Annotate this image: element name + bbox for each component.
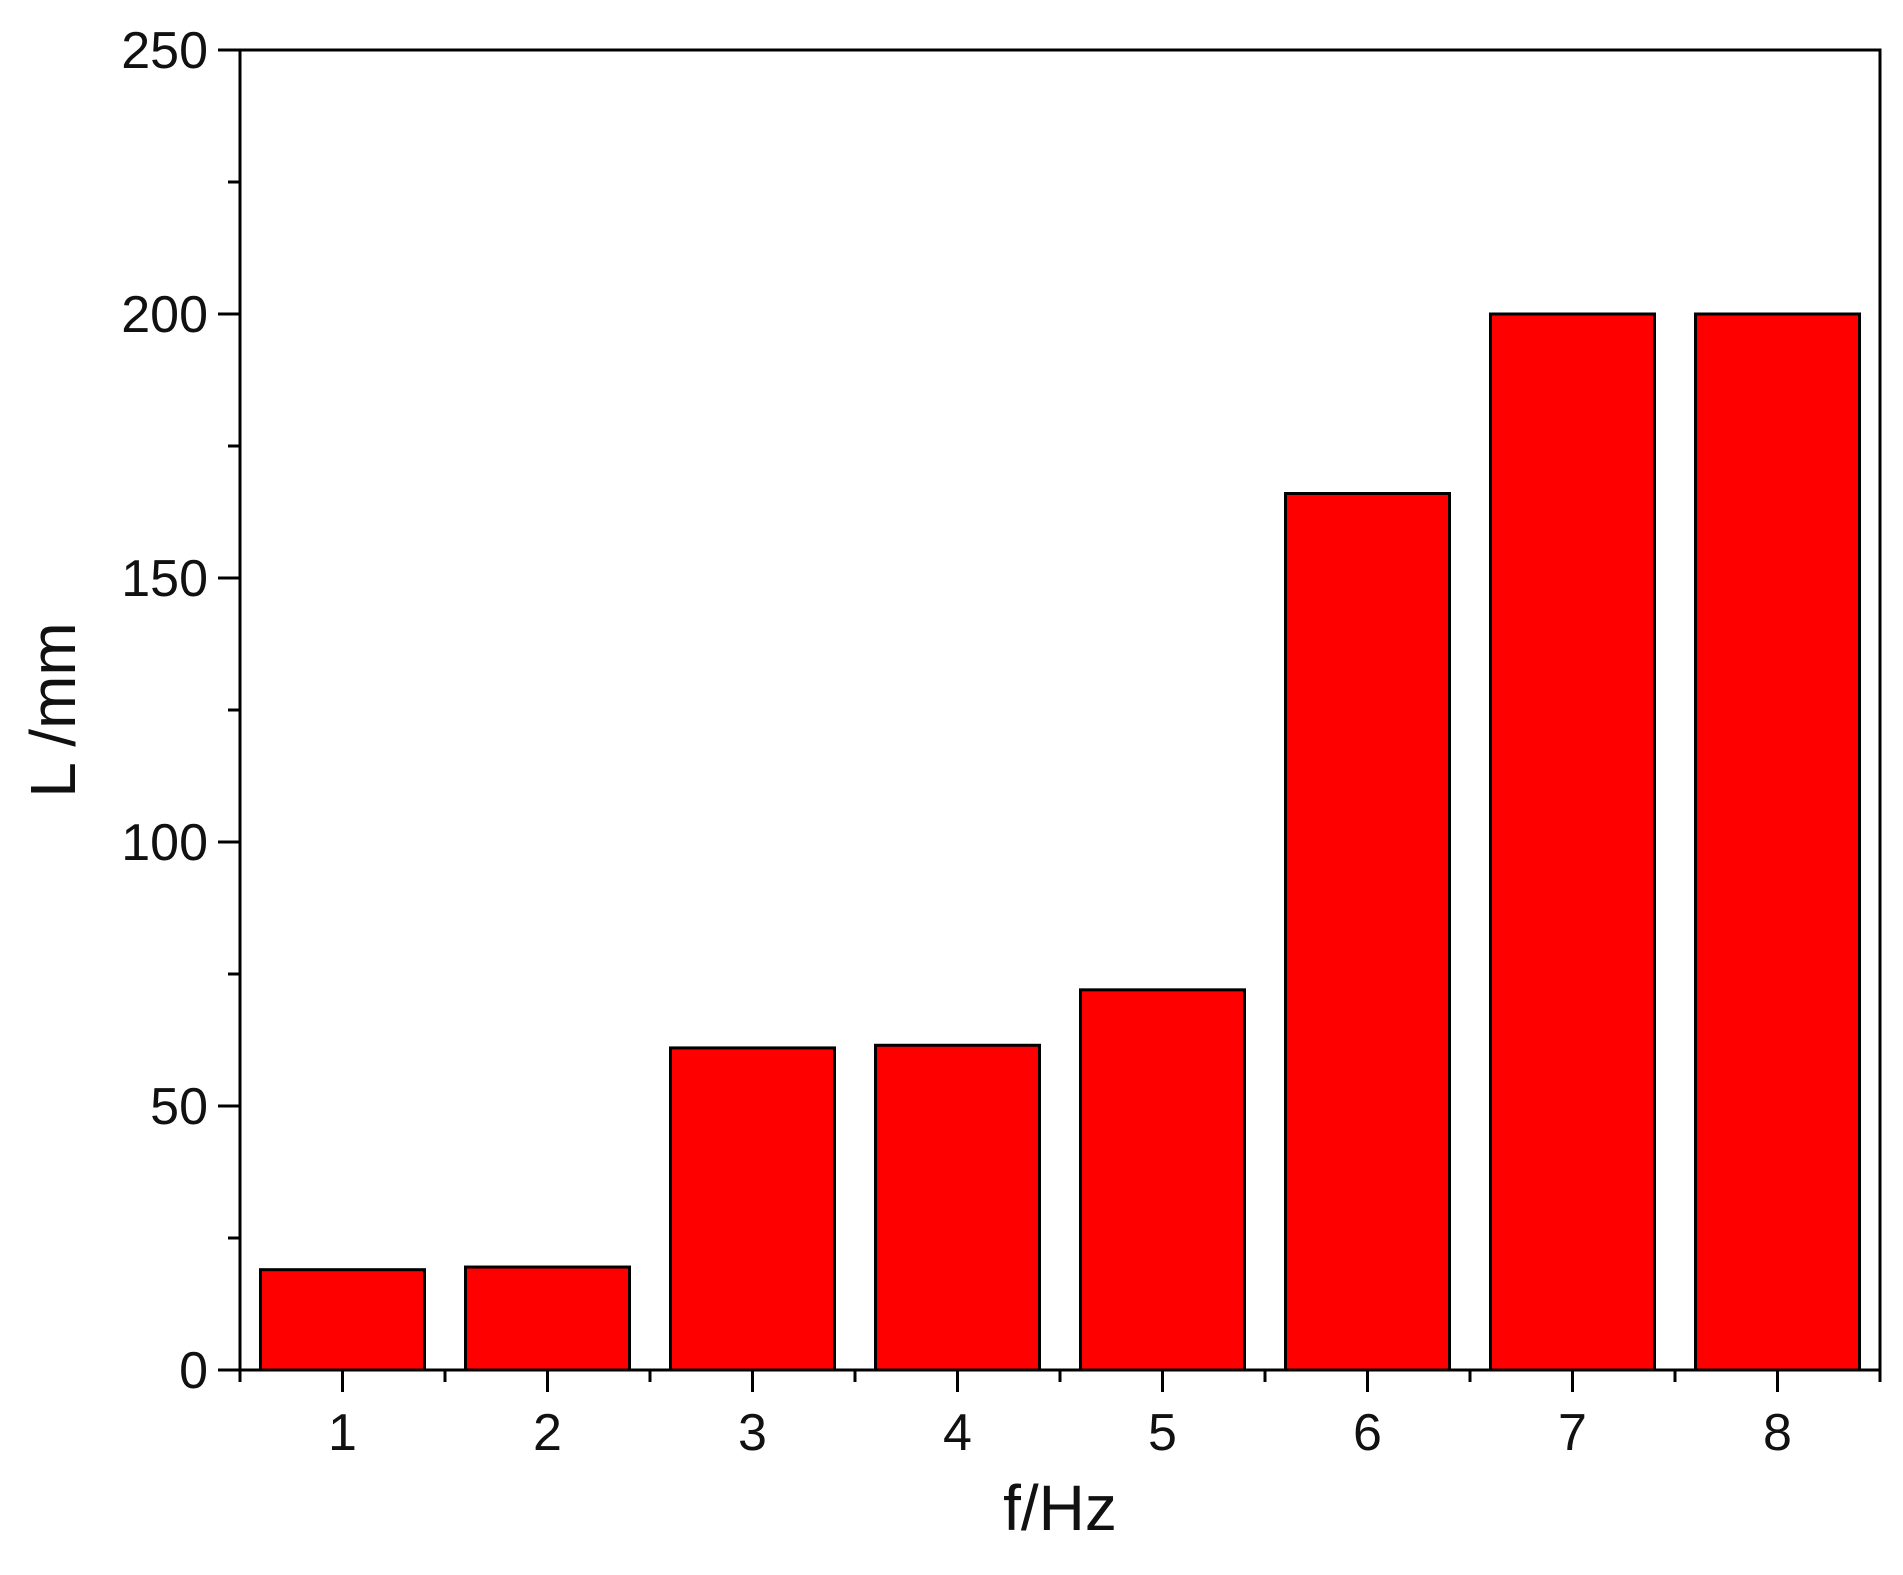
y-tick-label: 200 [121,286,208,344]
x-tick-label: 3 [738,1404,767,1462]
x-tick-label: 4 [943,1404,972,1462]
y-tick-label: 100 [121,814,208,872]
x-tick-label: 1 [328,1404,357,1462]
y-axis-title: L /mm [17,622,89,797]
y-tick-labels: 0 50 100 150 200 250 [121,22,208,1400]
y-tick-label: 50 [150,1078,208,1136]
bar-4 [874,1043,1041,1372]
y-tick-label: 0 [179,1342,208,1400]
x-tick-label: 6 [1353,1404,1382,1462]
bar-1 [259,1268,426,1372]
x-tick-label: 7 [1558,1404,1587,1462]
bar-8 [1694,312,1861,1372]
bar-7 [1489,312,1656,1372]
bar-5 [1079,988,1246,1372]
x-tick-label: 2 [533,1404,562,1462]
y-tick-label: 250 [121,22,208,80]
plot-frame [238,48,1882,1372]
x-tick-label: 5 [1148,1404,1177,1462]
x-axis-title: f/Hz [1003,1472,1117,1544]
bars-group [259,312,1861,1372]
x-tick-label: 8 [1763,1404,1792,1462]
bar-6 [1284,492,1451,1372]
bar-2 [464,1265,631,1372]
x-tick-labels: 1 2 3 4 5 6 7 8 [328,1404,1792,1462]
ticks-group [218,48,1882,1392]
y-tick-label: 150 [121,550,208,608]
bar-3 [669,1046,836,1372]
